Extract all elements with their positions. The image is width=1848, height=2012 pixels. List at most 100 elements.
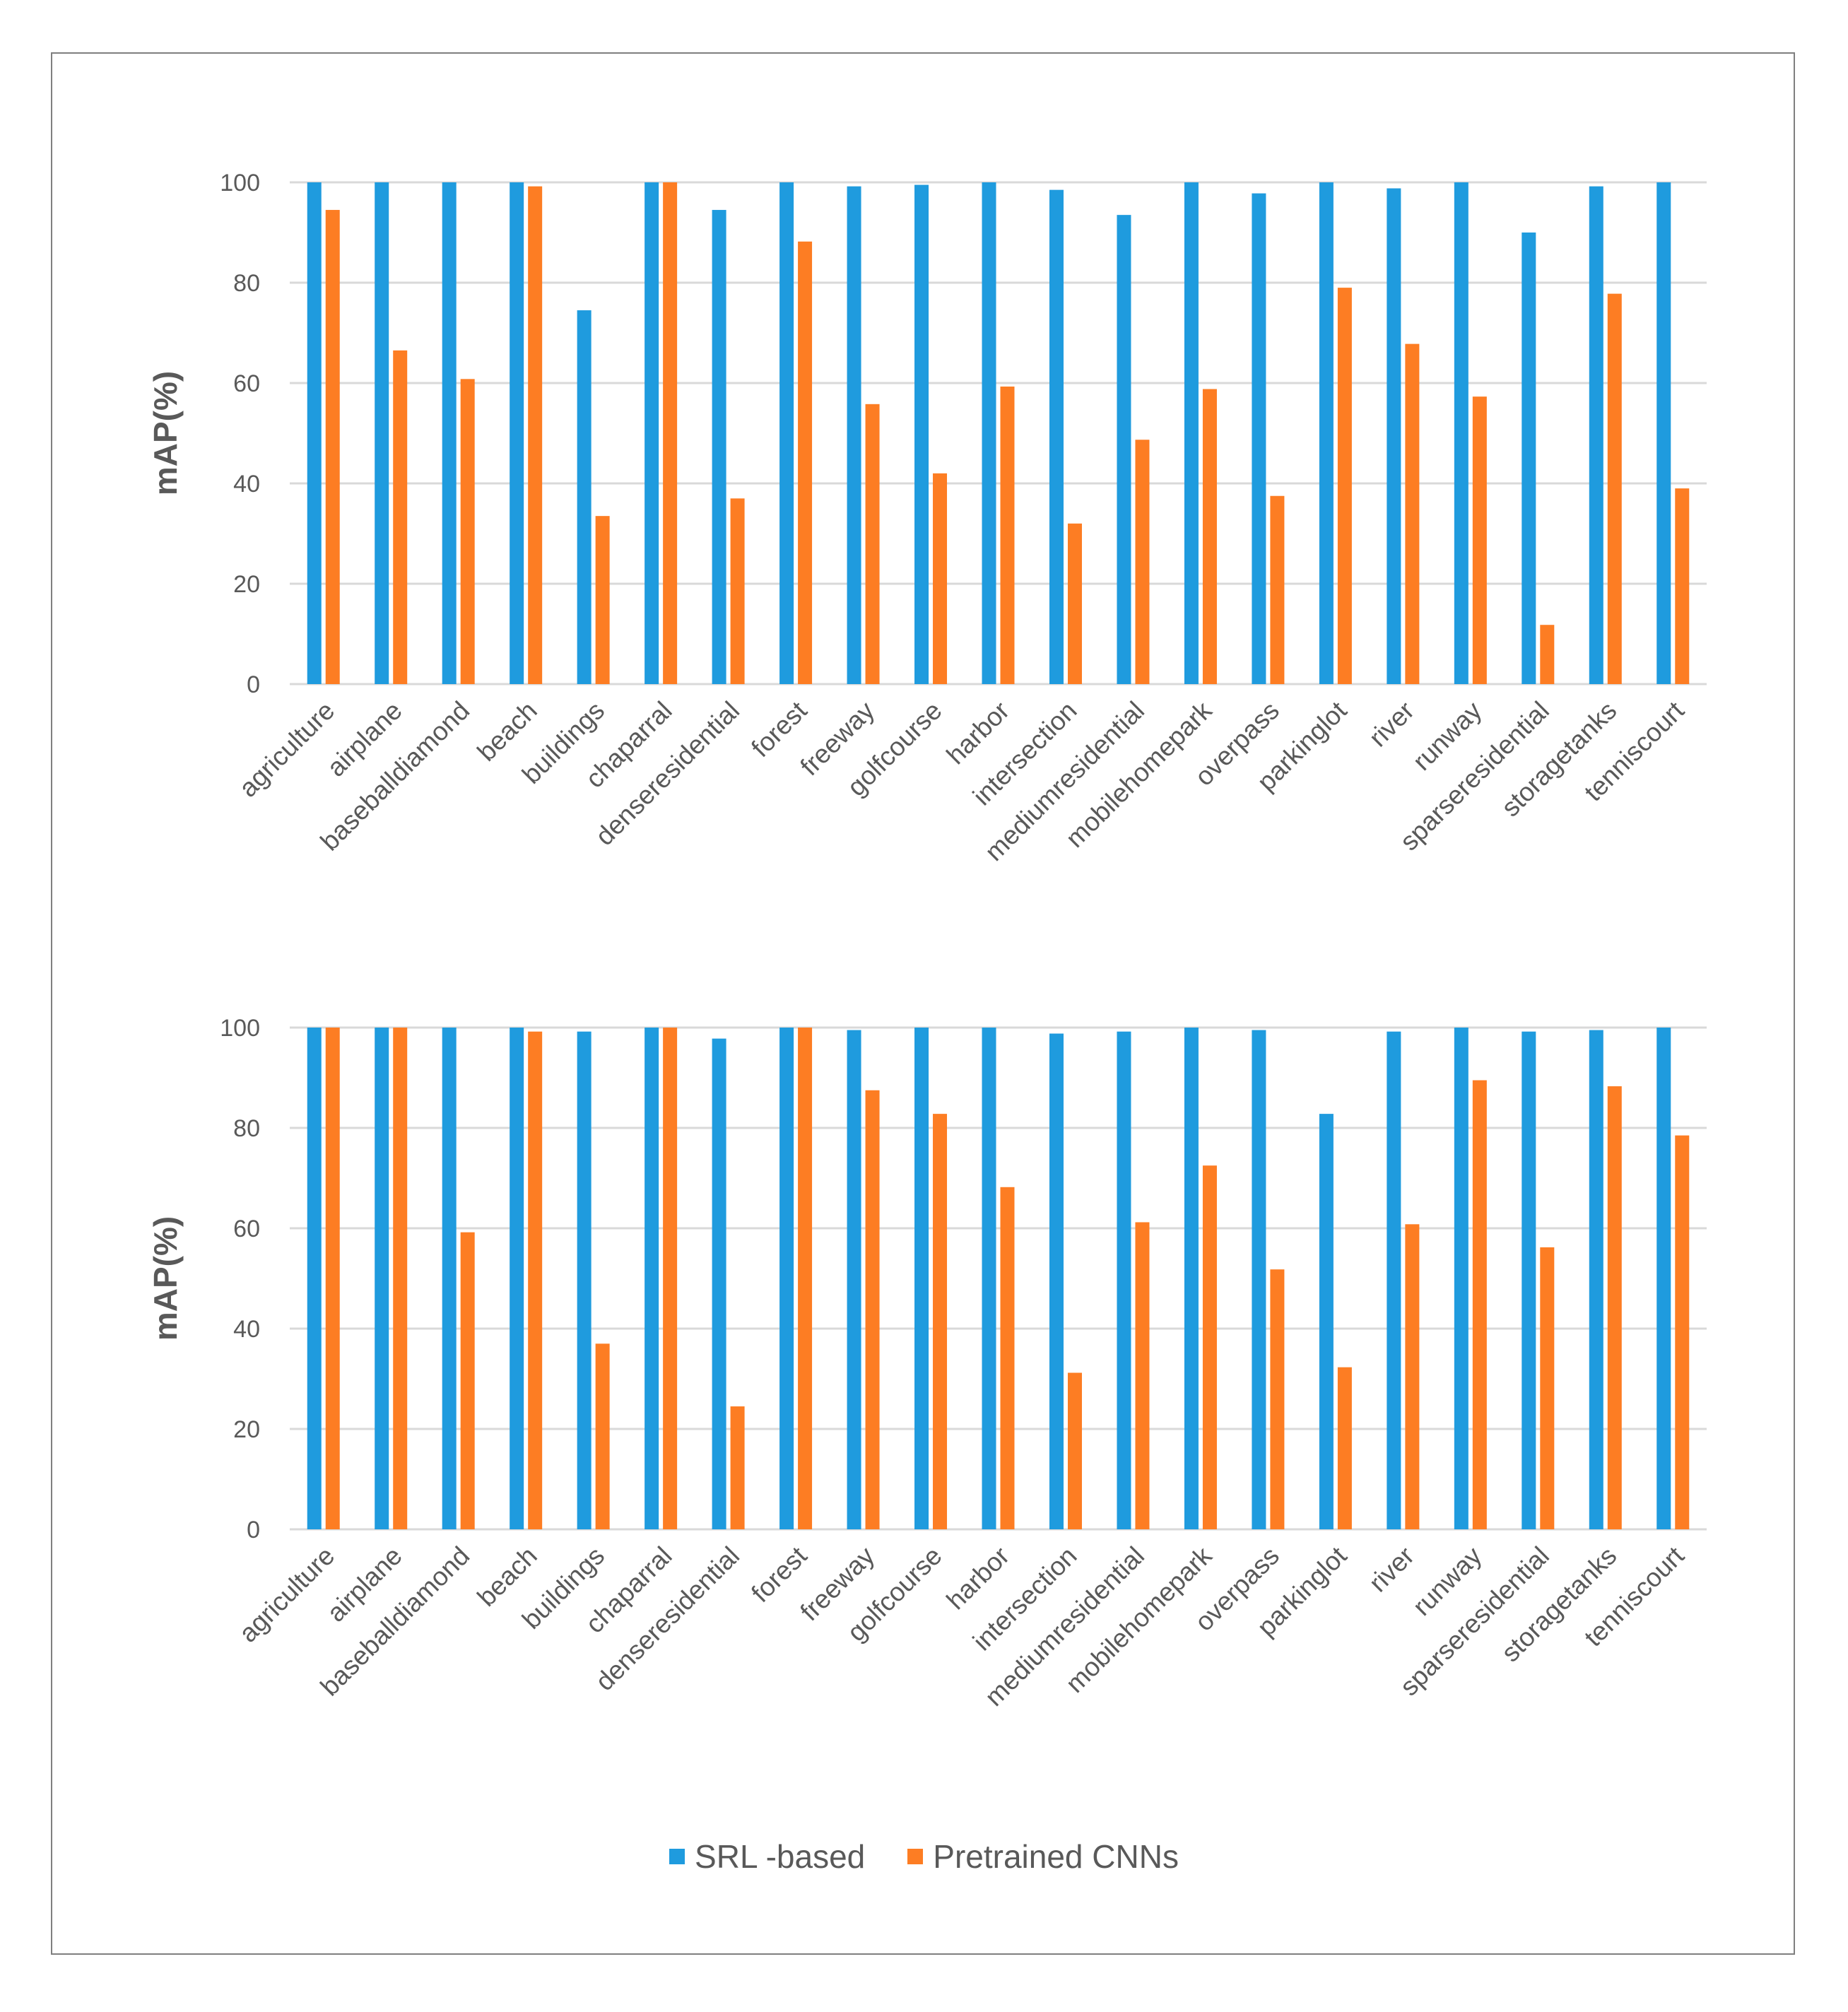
bar-pretrained-cnns [1675, 1135, 1690, 1529]
y-tick-label: 40 [233, 471, 260, 498]
bar-srl-based [847, 186, 861, 684]
bar-pretrained-cnns [1000, 386, 1015, 684]
bar-srl-based [1049, 1033, 1064, 1529]
bar-pretrained-cnns [1540, 625, 1555, 684]
y-tick-label: 80 [233, 270, 260, 297]
bar-pretrained-cnns [1405, 343, 1420, 684]
y-tick-label: 60 [233, 370, 260, 397]
bar-srl-based [307, 182, 322, 684]
bar-pretrained-cnns [663, 1028, 678, 1529]
bar-srl-based [307, 1028, 322, 1529]
bar-srl-based [1049, 189, 1064, 684]
y-tick-label: 20 [233, 571, 260, 598]
bar-pretrained-cnns [1067, 523, 1082, 684]
bar-srl-based [1319, 1114, 1334, 1529]
bar-srl-based [779, 1028, 794, 1529]
bar-pretrained-cnns [460, 1232, 475, 1529]
bar-srl-based [1589, 186, 1603, 684]
bar-pretrained-cnns [325, 210, 340, 684]
bar-pretrained-cnns [663, 182, 678, 684]
chart-bottom: 020406080100mAP(%)agricultureairplanebas… [147, 1015, 1707, 1712]
y-tick-label: 0 [247, 1517, 260, 1543]
bar-srl-based [375, 182, 389, 684]
bar-srl-based [1117, 215, 1131, 684]
bar-pretrained-cnns [933, 473, 948, 684]
bar-pretrained-cnns [595, 516, 610, 684]
y-tick-label: 0 [247, 671, 260, 698]
bar-srl-based [1656, 1028, 1671, 1529]
legend-item-pretrained: Pretrained CNNs [907, 1837, 1179, 1876]
bar-pretrained-cnns [865, 404, 880, 684]
bar-pretrained-cnns [1675, 488, 1690, 684]
x-tick-label: agriculture [233, 1541, 340, 1648]
y-axis-label: mAP(%) [147, 1216, 184, 1341]
y-tick-label: 20 [233, 1416, 260, 1443]
bar-srl-based [1589, 1030, 1603, 1529]
bar-pretrained-cnns [325, 1028, 340, 1529]
bar-srl-based [982, 1028, 996, 1529]
bar-pretrained-cnns [1270, 1269, 1285, 1529]
y-axis-label: mAP(%) [147, 371, 184, 495]
bar-pretrained-cnns [595, 1343, 610, 1529]
bar-srl-based [712, 1038, 726, 1529]
bar-srl-based [1319, 182, 1334, 684]
bar-srl-based [914, 1028, 929, 1529]
bar-pretrained-cnns [798, 241, 813, 684]
y-tick-label: 60 [233, 1216, 260, 1242]
bar-srl-based [645, 1028, 659, 1529]
bar-srl-based [1522, 1031, 1536, 1529]
bar-srl-based [1252, 193, 1266, 684]
bar-pretrained-cnns [1202, 1165, 1217, 1529]
legend-label-pretrained: Pretrained CNNs [933, 1838, 1179, 1875]
bar-pretrained-cnns [460, 379, 475, 684]
x-tick-label: river [1363, 696, 1420, 753]
bar-srl-based [645, 182, 659, 684]
legend-swatch-srl [669, 1849, 685, 1864]
bar-pretrained-cnns [1472, 1080, 1487, 1529]
bar-pretrained-cnns [730, 1406, 745, 1529]
bar-pretrained-cnns [528, 1031, 543, 1529]
bar-srl-based [510, 182, 524, 684]
bar-pretrained-cnns [528, 186, 543, 684]
x-tick-label: agriculture [233, 696, 340, 803]
y-tick-label: 40 [233, 1316, 260, 1343]
bar-pretrained-cnns [1607, 293, 1622, 684]
bar-srl-based [1252, 1030, 1266, 1529]
bar-srl-based [914, 184, 929, 684]
bar-srl-based [577, 1031, 592, 1529]
bar-pretrained-cnns [393, 1028, 408, 1529]
bar-pretrained-cnns [1405, 1224, 1420, 1529]
bar-pretrained-cnns [1337, 288, 1352, 685]
bar-pretrained-cnns [1135, 440, 1150, 684]
bar-srl-based [1656, 182, 1671, 684]
bar-pretrained-cnns [1337, 1367, 1352, 1529]
bar-srl-based [442, 1028, 457, 1529]
bar-pretrained-cnns [1135, 1222, 1150, 1529]
bar-pretrained-cnns [730, 498, 745, 684]
bar-pretrained-cnns [1472, 396, 1487, 684]
bar-pretrained-cnns [1067, 1372, 1082, 1529]
bar-srl-based [1184, 182, 1199, 684]
bar-pretrained-cnns [1000, 1187, 1015, 1529]
bar-srl-based [1387, 188, 1401, 684]
legend-label-srl: SRL -based [695, 1838, 866, 1875]
y-tick-label: 80 [233, 1115, 260, 1142]
bar-srl-based [982, 182, 996, 684]
legend-item-srl: SRL -based [669, 1837, 865, 1876]
bar-srl-based [1117, 1031, 1131, 1529]
bar-srl-based [712, 210, 726, 684]
bar-pretrained-cnns [865, 1090, 880, 1529]
legend-swatch-pretrained [907, 1849, 924, 1864]
bar-pretrained-cnns [933, 1114, 948, 1529]
legend: SRL -based Pretrained CNNs [0, 1837, 1848, 1876]
bar-srl-based [1184, 1028, 1199, 1529]
bar-pretrained-cnns [1270, 495, 1285, 684]
bar-srl-based [779, 182, 794, 684]
bar-pretrained-cnns [393, 350, 408, 684]
bar-pretrained-cnns [1607, 1086, 1622, 1529]
bar-srl-based [847, 1030, 861, 1529]
bar-srl-based [1454, 1028, 1469, 1529]
bar-srl-based [1454, 182, 1469, 684]
bar-pretrained-cnns [1202, 389, 1217, 684]
